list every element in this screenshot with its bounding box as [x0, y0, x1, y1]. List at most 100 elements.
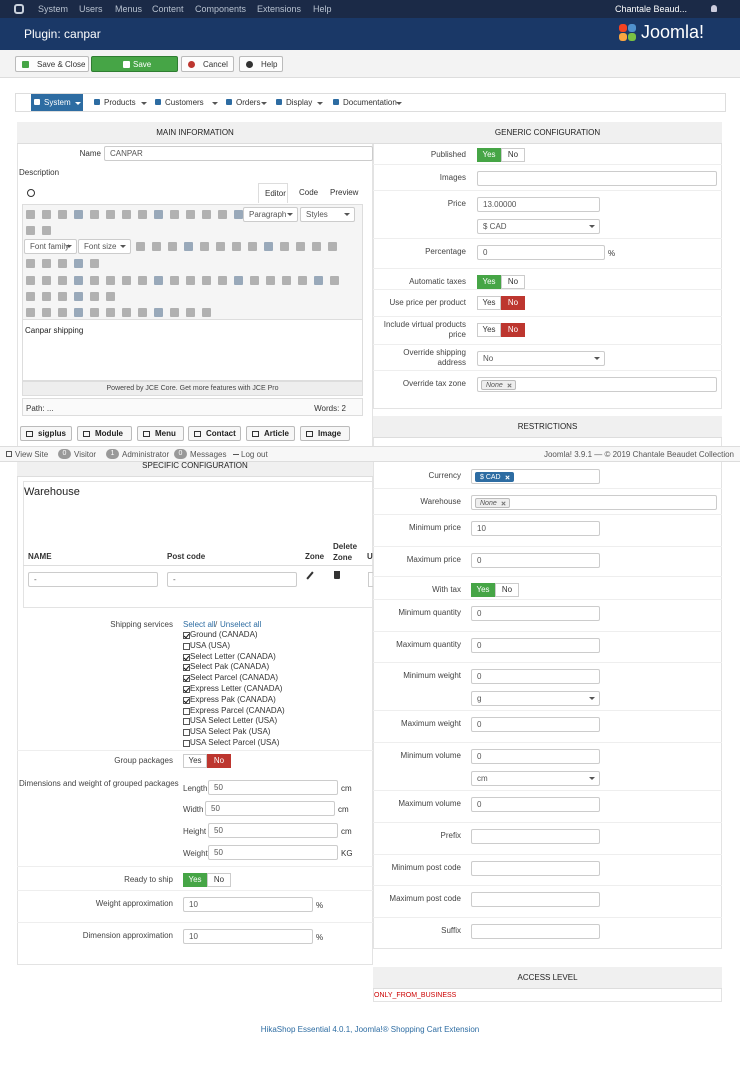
editor-button[interactable]	[58, 259, 67, 268]
toggle-no[interactable]: No	[207, 754, 231, 768]
editor-button[interactable]	[216, 242, 225, 251]
editor-button[interactable]	[218, 210, 227, 219]
editor-extra-button[interactable]: sigplus	[20, 426, 72, 441]
editor-button[interactable]	[312, 242, 321, 251]
select[interactable]: cm	[471, 771, 600, 786]
select[interactable]: g	[471, 691, 600, 706]
checkbox[interactable]	[183, 718, 190, 726]
text-input[interactable]	[471, 829, 600, 844]
editor-button[interactable]	[250, 276, 259, 285]
editor-button[interactable]	[74, 276, 83, 285]
editor-button[interactable]	[90, 276, 99, 285]
toolbar-button[interactable]: Help	[239, 56, 283, 72]
toggle-yes[interactable]: Yes	[183, 873, 207, 887]
toggle-no[interactable]: No	[501, 275, 525, 289]
link[interactable]: Unselect all	[220, 620, 262, 629]
editor-button[interactable]	[26, 226, 35, 235]
tag-input[interactable]: $ CAD	[471, 469, 600, 484]
select[interactable]: Font size	[78, 239, 131, 254]
editor-button[interactable]	[266, 276, 275, 285]
text-input[interactable]: 0	[471, 553, 600, 568]
editor-button[interactable]	[122, 276, 131, 285]
editor-button[interactable]	[138, 210, 147, 219]
editor-button[interactable]	[282, 276, 291, 285]
top-menu-item[interactable]: Content	[152, 4, 184, 14]
submenu-item[interactable]: Documentation	[330, 94, 404, 111]
editor-button[interactable]	[42, 259, 51, 268]
status-badge[interactable]: 1	[106, 449, 119, 459]
status-badge[interactable]: 0	[174, 449, 187, 459]
user-menu[interactable]: Chantale Beaud...	[615, 4, 688, 14]
toggle-no[interactable]: No	[207, 873, 231, 887]
checkbox[interactable]	[183, 740, 190, 747]
text-input[interactable]: 0	[471, 606, 600, 621]
editor-button[interactable]	[42, 276, 51, 285]
toolbar-button[interactable]: Save	[91, 56, 178, 72]
editor-button[interactable]	[234, 210, 243, 219]
link[interactable]: Select all	[183, 620, 216, 629]
text-input[interactable]: 13.00000	[477, 197, 600, 212]
text-input[interactable]: 50	[208, 780, 338, 795]
status-label[interactable]: Visitor	[74, 450, 97, 459]
editor-button[interactable]	[42, 308, 51, 317]
editor-button[interactable]	[328, 242, 337, 251]
status-badge[interactable]: 0	[58, 449, 71, 459]
editor-button[interactable]	[170, 210, 179, 219]
toggle-no[interactable]: No	[501, 323, 525, 337]
toggle-yes[interactable]: Yes	[477, 148, 501, 162]
editor-button[interactable]	[74, 259, 83, 268]
editor-button[interactable]	[106, 210, 115, 219]
status-label[interactable]: Messages	[190, 450, 227, 459]
editor-button[interactable]	[136, 242, 145, 251]
submenu-item[interactable]: Display	[273, 94, 325, 111]
text-input[interactable]: 50	[205, 801, 335, 816]
toggle-no[interactable]: No	[501, 296, 525, 310]
toolbar-button[interactable]: Save & Close	[15, 56, 89, 72]
text-input[interactable]: -	[167, 572, 297, 587]
editor-tab[interactable]: Code	[293, 183, 323, 203]
editor-button[interactable]	[314, 276, 323, 285]
editor-button[interactable]	[74, 210, 83, 219]
text-input[interactable]	[471, 892, 600, 907]
editor-button[interactable]	[154, 276, 163, 285]
editor-extra-button[interactable]: Module	[77, 426, 132, 441]
text-input[interactable]: 0	[471, 749, 600, 764]
editor-button[interactable]	[90, 292, 99, 301]
text-input[interactable]: 10	[183, 929, 313, 944]
checkbox[interactable]	[183, 642, 190, 650]
editor-button[interactable]	[58, 292, 67, 301]
checkbox[interactable]	[183, 664, 190, 672]
editor-button[interactable]	[74, 292, 83, 301]
editor-button[interactable]	[122, 210, 131, 219]
editor-button[interactable]	[218, 276, 227, 285]
editor-button[interactable]	[58, 308, 67, 317]
editor-button[interactable]	[138, 308, 147, 317]
checkbox[interactable]	[183, 675, 190, 683]
text-input[interactable]: 10	[471, 521, 600, 536]
status-link[interactable]: Log out	[241, 450, 268, 459]
footer[interactable]: HikaShop Essential 4.0.1, Joomla!® Shopp…	[260, 1025, 480, 1034]
top-menu-item[interactable]: Extensions	[257, 4, 302, 14]
editor-button[interactable]	[26, 292, 35, 301]
editor-button[interactable]	[330, 276, 339, 285]
editor-button[interactable]	[170, 308, 179, 317]
top-menu-item[interactable]: Users	[79, 4, 103, 14]
text-input[interactable]: CANPAR	[104, 146, 373, 161]
toggle-yes[interactable]: Yes	[477, 275, 501, 289]
editor-button[interactable]	[58, 276, 67, 285]
editor-button[interactable]	[232, 242, 241, 251]
checkbox[interactable]	[183, 707, 190, 715]
toggle-no[interactable]: No	[495, 583, 519, 597]
editor-tab[interactable]: Preview	[324, 183, 358, 203]
editor-extra-button[interactable]: Article	[246, 426, 295, 441]
editor-tab[interactable]: Editor	[258, 183, 288, 203]
editor-button[interactable]	[106, 292, 115, 301]
editor-button[interactable]	[280, 242, 289, 251]
top-menu-item[interactable]: System	[38, 4, 69, 14]
editor-button[interactable]	[184, 242, 193, 251]
editor-button[interactable]	[234, 276, 243, 285]
text-input[interactable]	[471, 924, 600, 939]
select[interactable]: $ CAD	[477, 219, 600, 234]
editor-button[interactable]	[90, 259, 99, 268]
status-link[interactable]: View Site	[15, 450, 49, 459]
